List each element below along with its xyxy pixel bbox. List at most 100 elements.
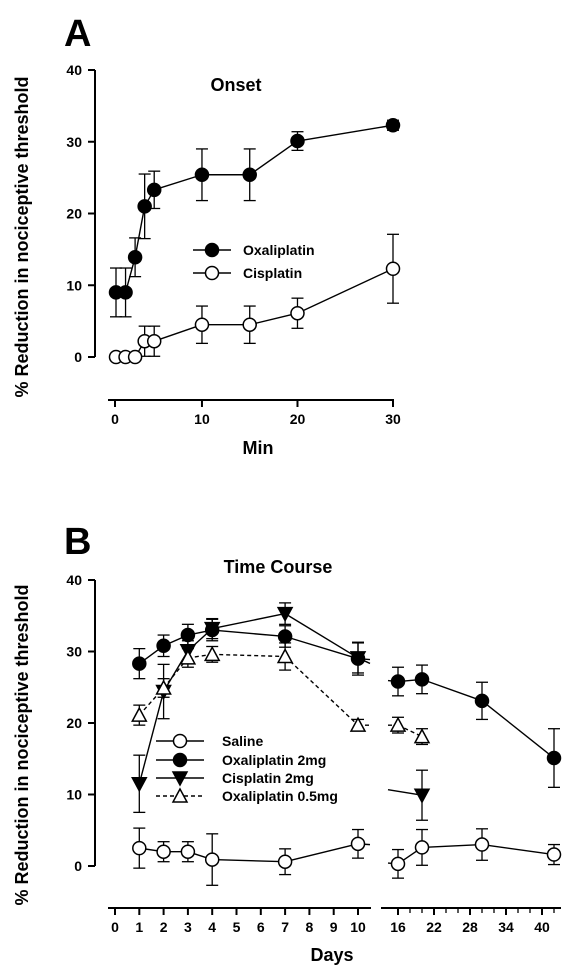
saline-point — [474, 837, 490, 852]
panel-a: A Onset % Reduction in nociceptive thres… — [12, 13, 401, 458]
oxaliplatin-line-segment — [134, 206, 146, 258]
legend-saline-label: Saline — [222, 733, 263, 749]
panel-b-series — [131, 602, 562, 886]
panel-b-legend: Saline Oxaliplatin 2mg Cisplatin 2mg Oxa… — [156, 733, 338, 804]
panel-b-x-tick-label: 1 — [135, 919, 143, 935]
panel-b-y-tick-label: 30 — [66, 644, 82, 660]
cisplatin-point — [242, 317, 257, 332]
oxaliplatin-0-5mg-line-segment — [284, 655, 359, 726]
panel-b-x-tick-label: 40 — [534, 919, 550, 935]
oxaliplatin-point — [385, 117, 401, 133]
saline-point — [277, 854, 293, 869]
panel-a-y-tick-label: 20 — [66, 206, 82, 222]
panel-a-y-ticks: 0 10 20 30 40 — [66, 62, 95, 365]
legend-oxaliplatin-05mg-marker — [171, 787, 189, 803]
oxaliplatin-0-5mg-point — [389, 716, 407, 732]
cisplatin-point — [385, 261, 401, 276]
panel-a-y-tick-label: 0 — [74, 349, 82, 365]
oxaliplatin-2mg-point — [546, 750, 562, 766]
cisplatin-point — [127, 349, 143, 365]
saline-point — [132, 840, 147, 856]
panel-b-x-tick-label: 8 — [306, 919, 314, 935]
legend-saline-marker — [172, 733, 188, 749]
cisplatin-line-segment — [249, 312, 298, 326]
oxaliplatin-2mg-line-segment — [212, 629, 286, 638]
saline-point — [546, 847, 562, 862]
cisplatin-2mg-point — [203, 621, 221, 638]
cisplatin-line-segment — [153, 324, 203, 342]
panel-b-x-tick-label: 0 — [111, 919, 119, 935]
oxaliplatin-2mg-point — [156, 638, 171, 654]
legend-cisplatin-2mg-label: Cisplatin 2mg — [222, 770, 314, 786]
saline-point — [156, 844, 171, 859]
oxaliplatin-point — [127, 250, 143, 265]
oxaliplatin-0-5mg-line-segment — [397, 724, 423, 738]
legend-oxaliplatin-label: Oxaliplatin — [243, 242, 315, 258]
legend-oxaliplatin-2mg-label: Oxaliplatin 2mg — [222, 752, 326, 768]
oxaliplatin-point — [137, 199, 152, 214]
oxaliplatin-0-5mg-point — [203, 645, 221, 662]
cisplatin-point — [290, 305, 305, 321]
oxaliplatin-2mg-line-segment — [481, 700, 555, 759]
saline-point — [414, 840, 430, 855]
cisplatin-2mg-point — [131, 777, 148, 793]
oxaliplatin-2mg-point — [180, 627, 196, 643]
oxaliplatin-point — [290, 133, 305, 149]
saline-point — [350, 836, 366, 852]
cisplatin-point — [194, 317, 210, 332]
panel-b-y-ticks: 0 10 20 30 40 — [66, 572, 95, 874]
panel-b-y-tick-label: 10 — [66, 787, 82, 803]
oxaliplatin-point — [146, 182, 162, 198]
legend-cisplatin-marker — [204, 265, 220, 281]
panel-a-x-tick-label: 20 — [290, 411, 306, 427]
panel-b-x-tick-label: 22 — [426, 919, 442, 935]
panel-b-x-tick-label: 34 — [498, 919, 514, 935]
oxaliplatin-2mg-point — [132, 656, 147, 671]
oxaliplatin-2mg-point — [277, 629, 293, 644]
panel-b-x-tick-label: 9 — [330, 919, 338, 935]
panel-b-x-label: Days — [310, 945, 353, 965]
oxaliplatin-line-segment — [153, 174, 203, 191]
panel-b-letter: B — [64, 521, 91, 563]
panel-b-x-tick-label: 16 — [390, 919, 406, 935]
saline-point — [204, 852, 220, 867]
saline-point — [390, 856, 406, 872]
saline-point — [180, 844, 196, 859]
oxaliplatin-2mg-line-segment — [284, 635, 359, 660]
panel-a-title: Onset — [210, 75, 261, 95]
cisplatin-2mg-point — [349, 651, 367, 667]
oxaliplatin-2mg-point — [414, 672, 430, 687]
cisplatin-2mg-line-segment — [138, 691, 165, 784]
cisplatin-2mg-line-segment — [387, 789, 423, 796]
saline-line-segment — [212, 858, 286, 863]
cisplatin-line-segment — [297, 268, 394, 314]
saline-line-segment — [421, 843, 483, 849]
saline-line-segment — [481, 843, 555, 856]
panel-a-x-tick-label: 30 — [385, 411, 401, 427]
oxaliplatin-0-5mg-point — [179, 649, 197, 665]
oxaliplatin-2mg-line-segment — [421, 678, 483, 702]
panel-a-x-tick-label: 10 — [194, 411, 210, 427]
cisplatin-2mg-line-segment — [284, 613, 359, 659]
oxaliplatin-2mg-point — [390, 674, 406, 689]
panel-b-x-tick-label: 28 — [462, 919, 478, 935]
panel-a-y-tick-label: 40 — [66, 62, 82, 78]
panel-b-y-label: % Reduction in nociceptive threshold — [12, 584, 32, 905]
oxaliplatin-0-5mg-point — [413, 728, 431, 744]
panel-b-x-tick-label: 5 — [233, 919, 241, 935]
panel-a-x-label: Min — [243, 438, 274, 458]
panel-a-legend: Oxaliplatin Cisplatin — [193, 242, 315, 281]
panel-b-title: Time Course — [224, 557, 333, 577]
panel-a-letter: A — [64, 13, 91, 55]
panel-b-x-tick-label: 10 — [350, 919, 366, 935]
oxaliplatin-point — [118, 285, 133, 300]
panel-b-x-tick-label: 7 — [281, 919, 289, 935]
oxaliplatin-0-5mg-point — [131, 706, 148, 722]
panel-b-x-tick-label: 2 — [160, 919, 168, 935]
panel-a-series — [108, 117, 401, 365]
legend-oxaliplatin-2mg-marker — [172, 752, 188, 768]
cisplatin-point — [146, 333, 162, 349]
oxaliplatin-line-segment — [249, 140, 298, 176]
panel-a-y-label: % Reduction in nociceptive threshold — [12, 76, 32, 397]
panel-b: B Time Course % Reduction in nociceptive… — [12, 521, 562, 965]
